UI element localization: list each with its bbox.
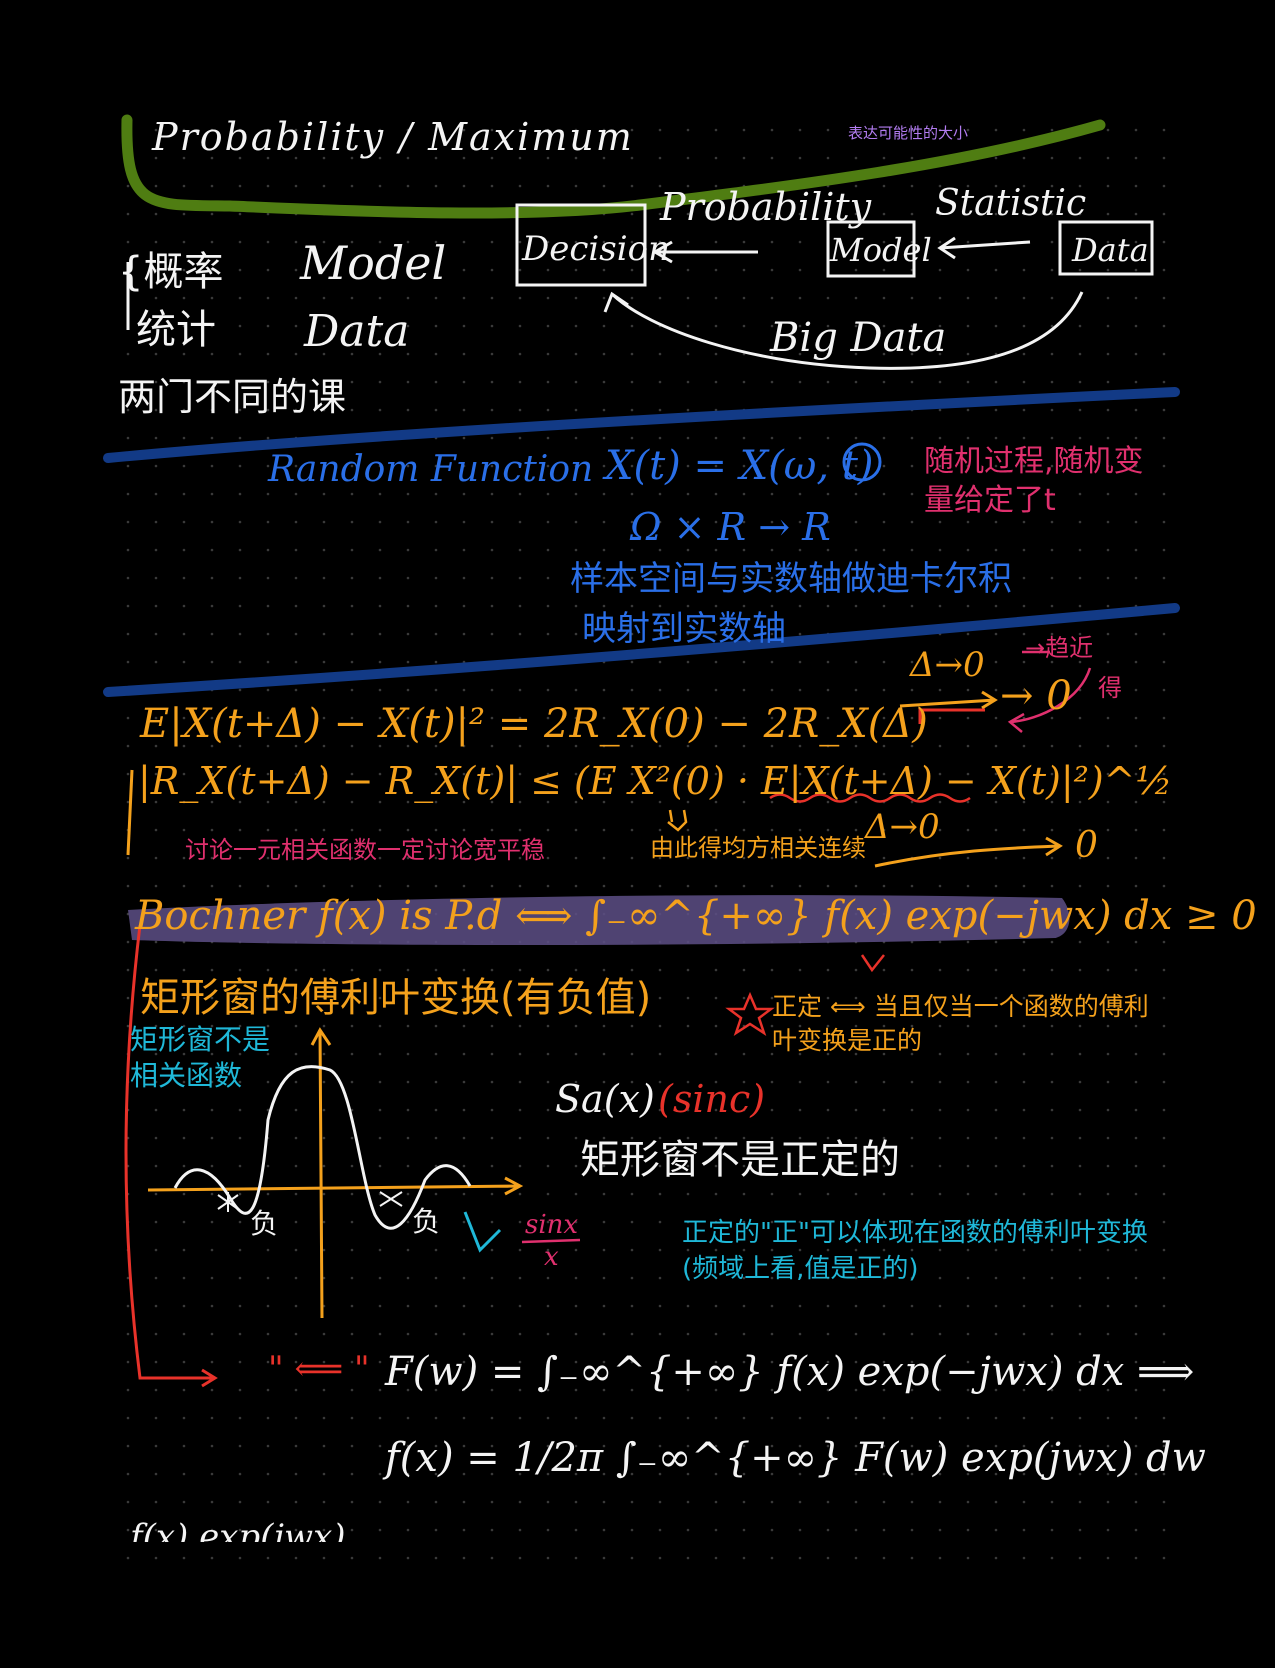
derive-note: 得: [1098, 674, 1122, 702]
neg-hatch-2: [379, 1191, 403, 1207]
plot-x-axis: [147, 1176, 524, 1196]
limit-result: 0: [1075, 825, 1098, 866]
decision-box: [515, 203, 647, 287]
left-note-word1: Model: [300, 236, 447, 290]
negative-label-2: 负: [412, 1205, 441, 1238]
red-arrow: [918, 708, 985, 724]
bochner-theorem: Bochner f(x) is P.d ⟺ ∫₋∞^{+∞} f(x) exp(…: [135, 893, 1257, 939]
positive-definite-iff-note: 正定 ⟺ 当且仅当一个函数的傅利叶变换是正的: [772, 992, 1149, 1055]
model-box: [826, 220, 916, 278]
t-circle-mark: [842, 442, 882, 482]
random-function-mapping: Ω × R → R: [630, 505, 831, 549]
data-box-label: Data: [1072, 231, 1149, 269]
not-positive-definite-note: 矩形窗不是正定的: [580, 1137, 900, 1183]
navy-separator-2: [103, 603, 1180, 697]
rect-window-title: 矩形窗的傅利叶变换(有负值): [140, 975, 652, 1021]
big-data-loop-arrow: [603, 291, 1084, 370]
red-margin-bracket: [124, 924, 218, 1388]
decision-box-label: Decision: [522, 229, 670, 269]
orange-arrow-delta: [899, 690, 998, 710]
header-title-cut: Probability / Maximum: [152, 115, 634, 159]
cyan-check-arrow: [463, 1211, 502, 1253]
sa-label: Sa(x): [555, 1077, 655, 1121]
fourier-forward-equation: F(w) = ∫₋∞^{+∞} f(x) exp(−jwx) dx ⟹: [385, 1349, 1195, 1395]
data-box: [1058, 220, 1154, 276]
arrow-data-to-model: [937, 236, 1031, 260]
random-function-definition: X(t) = X(ω, t): [605, 443, 874, 489]
map-to-real-axis-note: 映射到实数轴: [582, 609, 786, 649]
orange-down-mark: [667, 809, 688, 832]
correlation-inequality: |R_X(t+Δ) − R_X(t)| ≤ (E X²(0) · E|X(t+Δ…: [138, 759, 1173, 803]
fourier-inverse-equation: f(x) = 1/2π ∫₋∞^{+∞} F(w) exp(jwx) dw: [385, 1435, 1206, 1481]
cartesian-product-note: 样本空间与实数轴做迪卡尔积: [570, 559, 1012, 599]
probability-label: Probability: [660, 185, 872, 229]
ms-continuity-note: 由此得均方相关连续: [650, 834, 866, 862]
reverse-implication-note: " ⟸ ": [268, 1349, 370, 1389]
random-process-note: 随机过程,随机变量给定了t: [924, 444, 1144, 518]
negative-label-1: 负: [250, 1207, 279, 1240]
header-small-note: 表达可能性的大小: [848, 124, 969, 142]
wide-stationary-note: 讨论一元相关函数一定讨论宽平稳: [185, 836, 545, 864]
neg-hatch-1: [217, 1192, 239, 1212]
left-note-line3: 两门不同的课: [118, 375, 347, 419]
mean-square-equation: E|X(t+Δ) − X(t)|² = 2R_X(0) − 2R_X(Δ): [140, 701, 928, 747]
orange-bracket-left: [126, 769, 134, 856]
magenta-curve-arrow: [1007, 667, 1092, 733]
not-correlation-note: 矩形窗不是相关函数: [130, 1023, 271, 1093]
delta-arrow-result: → 0: [1000, 673, 1072, 719]
red-wavy-underline: [769, 793, 971, 803]
delta-arrow-label: Δ→0: [910, 645, 985, 685]
left-note-line2: 统计: [136, 307, 216, 353]
pd-meaning-note-2: (频域上看,值是正的): [682, 1254, 919, 1284]
sinx-fraction-bar: [521, 1238, 581, 1244]
arrow-model-to-decision: [652, 240, 758, 264]
limit-delta: Δ→0: [865, 807, 940, 847]
navy-separator-1: [103, 387, 1180, 463]
red-down-mark: [860, 954, 885, 973]
pd-meaning-note-1: 正定的"正"可以体现在函数的傅利叶变换: [682, 1218, 1148, 1248]
big-data-label: Big Data: [770, 315, 947, 361]
left-note-line1: {概率: [118, 249, 224, 295]
sinx-denominator: x: [544, 1242, 559, 1272]
random-function-title: Random Function: [268, 449, 594, 490]
left-note-word2: Data: [304, 306, 410, 357]
bochner-highlight: [128, 895, 1070, 945]
statistic-label: Statistic: [935, 183, 1087, 224]
red-star-mark: [725, 991, 775, 1036]
orange-long-arrow: [874, 836, 1063, 868]
sinx-numerator: sinx: [525, 1210, 579, 1240]
green-separator-stroke: [121, 114, 1106, 219]
plot-y-axis: [310, 1027, 332, 1319]
model-box-label: Model: [830, 231, 932, 269]
approach-note: →趋近: [1025, 634, 1094, 662]
sinc-label: (sinc): [658, 1077, 766, 1121]
footer-cut-equation: f(x) exp(jwx): [130, 1520, 346, 1542]
